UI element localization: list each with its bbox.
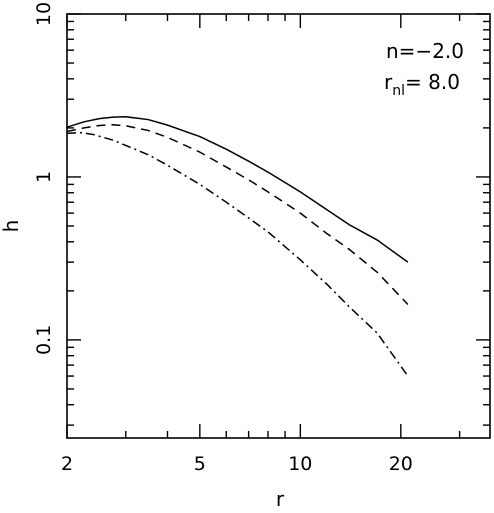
series-line-dash-dot bbox=[66, 131, 409, 377]
axis-ticks bbox=[66, 13, 490, 438]
annotation-rnl-main: r bbox=[384, 70, 393, 94]
x-tick-label: 5 bbox=[194, 453, 206, 475]
x-tick-label: 10 bbox=[288, 453, 312, 475]
y-axis-label: h bbox=[0, 220, 23, 233]
x-axis-label: r bbox=[276, 487, 285, 511]
series-line-dashed bbox=[66, 124, 409, 305]
y-tick-labels: 0.1 1 10 bbox=[33, 2, 55, 355]
x-tick-label: 20 bbox=[389, 453, 413, 475]
annotation-rnl-value: = 8.0 bbox=[405, 70, 460, 94]
series-line-solid bbox=[66, 116, 409, 263]
x-tick-labels: 2 5 10 20 bbox=[61, 453, 413, 475]
annotation-rnl-sub: nl bbox=[392, 83, 405, 99]
y-tick-label: 10 bbox=[33, 2, 55, 26]
y-tick-label: 0.1 bbox=[33, 325, 55, 355]
x-tick-label: 2 bbox=[61, 453, 73, 475]
series-lines bbox=[66, 116, 409, 377]
annotation-n: n=−2.0 bbox=[386, 39, 464, 63]
annotation-rnl: rnl= 8.0 bbox=[384, 70, 460, 99]
y-tick-label: 1 bbox=[33, 171, 55, 183]
